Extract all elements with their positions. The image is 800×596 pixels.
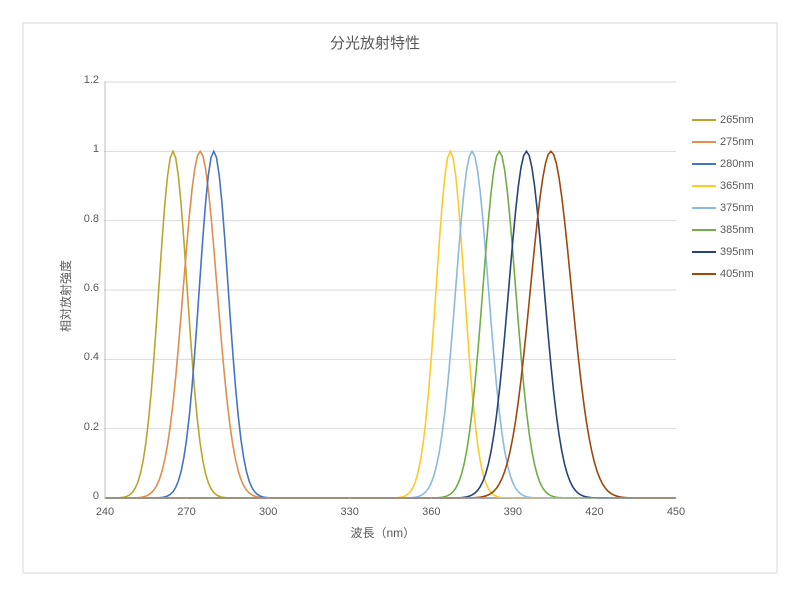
- legend-swatch: [692, 251, 716, 253]
- legend: 265nm 275nm 280nm 365nm 375nm 385nm 395nm 405nm: [692, 110, 754, 286]
- legend-label: 395nm: [720, 246, 754, 258]
- y-tick-label: 0: [69, 490, 99, 502]
- x-tick-label: 360: [419, 506, 443, 518]
- legend-label: 405nm: [720, 268, 754, 280]
- legend-swatch: [692, 185, 716, 187]
- legend-item: 265nm: [692, 110, 754, 130]
- x-tick-label: 390: [501, 506, 525, 518]
- legend-item: 395nm: [692, 242, 754, 262]
- legend-label: 375nm: [720, 202, 754, 214]
- y-tick-label: 0.4: [69, 351, 99, 363]
- y-axis-label: 相対放射強度: [57, 260, 74, 332]
- legend-label: 365nm: [720, 180, 754, 192]
- legend-item: 365nm: [692, 176, 754, 196]
- y-tick-label: 0.8: [69, 213, 99, 225]
- x-tick-label: 420: [582, 506, 606, 518]
- legend-swatch: [692, 141, 716, 143]
- legend-label: 275nm: [720, 136, 754, 148]
- legend-swatch: [692, 163, 716, 165]
- y-tick-label: 1: [69, 143, 99, 155]
- x-tick-label: 330: [338, 506, 362, 518]
- legend-swatch: [692, 273, 716, 275]
- x-tick-label: 270: [175, 506, 199, 518]
- legend-item: 275nm: [692, 132, 754, 152]
- legend-item: 385nm: [692, 220, 754, 240]
- legend-swatch: [692, 207, 716, 209]
- plot-area: [104, 81, 677, 499]
- legend-label: 385nm: [720, 224, 754, 236]
- legend-item: 280nm: [692, 154, 754, 174]
- legend-label: 265nm: [720, 114, 754, 126]
- y-tick-label: 1.2: [69, 74, 99, 86]
- legend-item: 405nm: [692, 264, 754, 284]
- x-axis-label: 波長（nm）: [351, 524, 416, 541]
- legend-swatch: [692, 229, 716, 231]
- legend-item: 375nm: [692, 198, 754, 218]
- chart-title: 分光放射特性: [330, 32, 420, 53]
- legend-swatch: [692, 119, 716, 121]
- x-tick-label: 240: [93, 506, 117, 518]
- x-tick-label: 450: [664, 506, 688, 518]
- legend-label: 280nm: [720, 158, 754, 170]
- y-tick-label: 0.6: [69, 282, 99, 294]
- y-tick-label: 0.2: [69, 421, 99, 433]
- x-tick-label: 300: [256, 506, 280, 518]
